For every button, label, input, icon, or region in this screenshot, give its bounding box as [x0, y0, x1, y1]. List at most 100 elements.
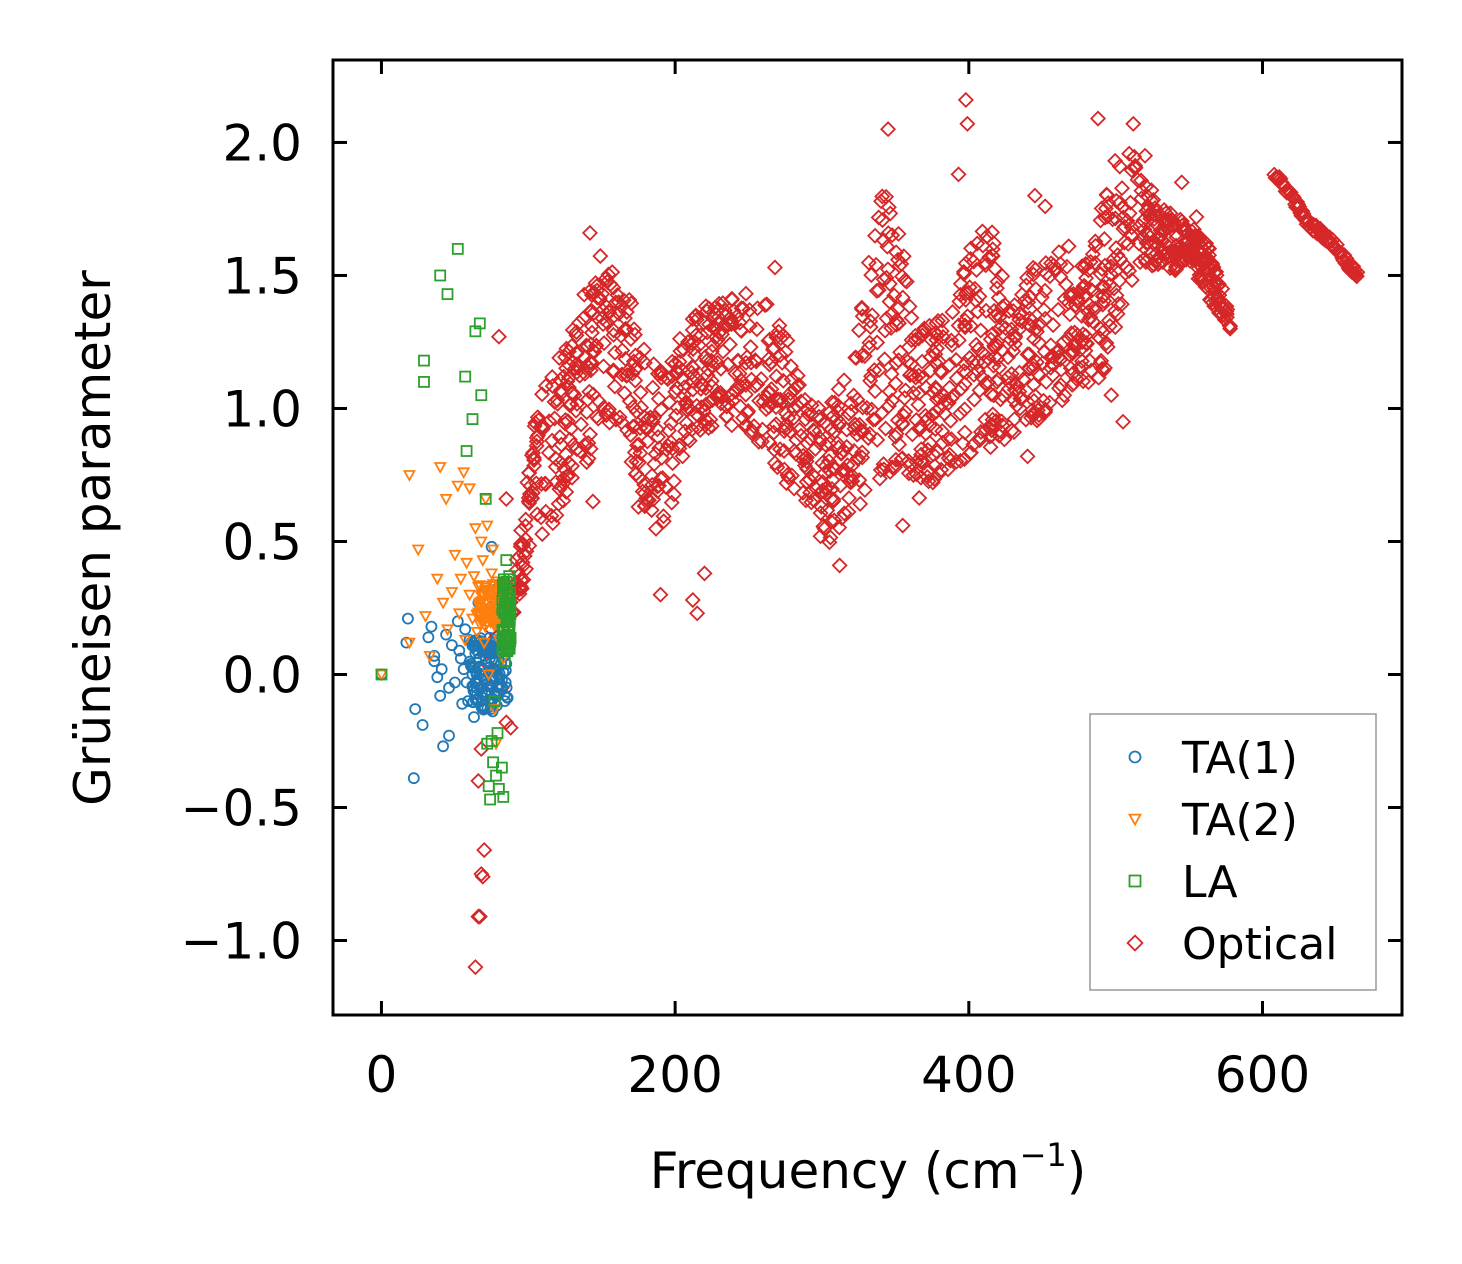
data-point-optical: [643, 467, 660, 484]
data-point-optical: [754, 421, 771, 438]
data-point-optical: [877, 420, 894, 437]
data-point-optical: [832, 445, 849, 462]
data-point-optical: [598, 407, 615, 424]
data-point-optical: [1003, 321, 1020, 338]
legend-marker-ta2: [1127, 813, 1143, 827]
data-point-optical: [888, 425, 905, 442]
data-point-optical: [720, 316, 737, 333]
data-point-optical: [1156, 222, 1173, 239]
data-point-optical: [1121, 262, 1138, 279]
data-point-optical: [1021, 310, 1038, 327]
data-point-optical: [954, 435, 971, 452]
data-point-optical: [925, 446, 942, 463]
data-point-ta1: [448, 676, 461, 689]
data-point-optical: [956, 401, 973, 418]
data-point-optical: [884, 392, 901, 409]
data-point-ta2: [454, 573, 468, 586]
data-point-ta2: [445, 587, 459, 599]
data-point-optical: [1118, 259, 1135, 276]
data-point-optical: [1097, 209, 1114, 226]
data-point-optical: [528, 433, 545, 450]
data-point-optical: [632, 384, 649, 401]
data-point-optical: [1020, 360, 1037, 377]
data-point-optical: [1096, 278, 1113, 295]
data-point-la: [418, 354, 430, 367]
data-point-optical: [568, 324, 585, 341]
data-point-optical: [645, 491, 662, 508]
legend-label: TA(2): [1181, 795, 1298, 846]
data-point-optical: [690, 408, 707, 425]
data-point-optical: [654, 470, 671, 487]
data-point-optical: [856, 481, 873, 498]
data-point-optical: [944, 304, 961, 321]
data-point-optical: [664, 368, 681, 385]
data-point-optical: [551, 429, 568, 446]
data-point-optical: [864, 307, 881, 324]
data-point-optical: [862, 319, 879, 336]
data-point-optical: [1196, 255, 1213, 272]
data-point-optical: [1272, 170, 1289, 187]
data-point-optical: [684, 358, 701, 375]
data-point-optical: [786, 442, 803, 459]
data-point-optical: [1060, 238, 1077, 255]
data-point-optical: [1098, 187, 1115, 204]
data-point-optical: [533, 475, 550, 492]
data-point-optical: [1080, 303, 1097, 320]
data-point-optical: [894, 415, 911, 432]
data-point-optical: [934, 434, 951, 451]
data-point-optical: [787, 445, 804, 462]
data-point-optical: [901, 298, 918, 315]
data-point-la: [504, 586, 517, 599]
data-point-ta2: [483, 587, 497, 599]
data-point-ta2: [470, 627, 484, 639]
data-point-optical: [621, 393, 638, 410]
data-point-optical: [1107, 263, 1124, 280]
data-point-optical: [1061, 306, 1078, 323]
data-point-optical: [1094, 296, 1111, 313]
data-point-optical: [1105, 250, 1122, 267]
data-point-optical: [1064, 343, 1081, 360]
data-point-ta2: [430, 573, 444, 586]
data-point-optical: [948, 453, 965, 470]
data-point-optical: [874, 188, 891, 205]
data-point-optical: [1025, 259, 1042, 276]
data-point-optical: [965, 253, 982, 270]
data-point-optical: [830, 417, 847, 434]
data-point-optical: [1222, 318, 1239, 335]
data-point-optical: [605, 364, 622, 381]
data-point-optical: [955, 263, 972, 280]
data-point-optical: [924, 407, 941, 424]
data-point-optical: [863, 368, 880, 385]
data-point-optical: [1015, 371, 1032, 388]
data-point-ta2: [476, 555, 490, 567]
data-point-ta2: [478, 621, 492, 634]
data-point-ta1: [440, 628, 453, 641]
data-point-la: [479, 492, 492, 505]
data-point-optical: [632, 420, 649, 437]
axes-layer: 0 200 400 600 −1.0 −0.5 0.0 0.5 1.0 1.5 2.0: [181, 58, 1404, 1104]
data-point-ta2: [477, 637, 491, 650]
data-point-la: [484, 793, 497, 806]
data-point-la: [504, 608, 517, 620]
data-point-optical: [840, 490, 857, 507]
data-point-optical: [624, 365, 641, 382]
data-point-optical: [628, 403, 645, 420]
data-point-optical: [639, 433, 656, 450]
data-point-optical: [643, 502, 660, 519]
data-point-optical: [1146, 256, 1163, 273]
data-point-optical: [1006, 336, 1023, 353]
data-point-optical: [1114, 180, 1131, 197]
data-point-optical: [1095, 324, 1112, 341]
data-point-optical: [697, 380, 714, 397]
data-point-la: [475, 389, 488, 402]
data-point-optical: [994, 342, 1011, 359]
data-point-optical: [962, 250, 979, 267]
data-point-optical: [1052, 377, 1069, 394]
data-point-optical: [776, 423, 793, 440]
data-point-optical: [982, 439, 999, 456]
data-point-optical: [823, 481, 840, 498]
data-point-optical: [1018, 277, 1035, 294]
data-point-optical: [850, 322, 867, 339]
y-axis-label: Grüneisen parameter: [64, 270, 122, 806]
data-point-optical: [791, 421, 808, 438]
